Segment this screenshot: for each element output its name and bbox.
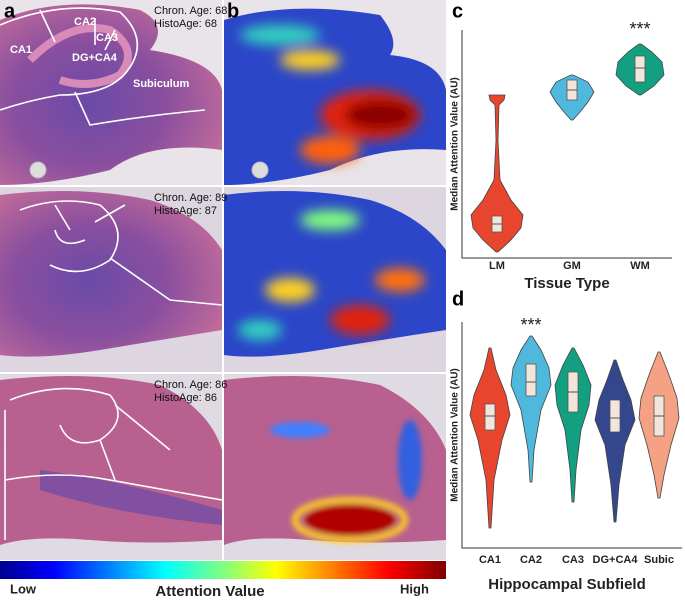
violin (469, 347, 511, 529)
box (634, 55, 646, 83)
region-label: DG+CA4 (72, 52, 118, 64)
violin (470, 94, 524, 253)
age-label: HistoAge: 87 (154, 205, 217, 217)
heatmap-column (224, 0, 446, 560)
category-label: Subic (644, 554, 674, 566)
age-label: HistoAge: 86 (154, 392, 217, 404)
histology-column (0, 0, 223, 560)
axis (461, 322, 682, 549)
region-label: CA1 (10, 44, 32, 56)
violin (554, 347, 592, 503)
tissue (40, 470, 222, 525)
category-label: CA3 (562, 554, 584, 566)
y-axis-label: Median Attention Value (AU) (450, 77, 461, 211)
category-label: CA2 (520, 554, 542, 566)
colorbar (0, 561, 446, 579)
category-label: LM (489, 260, 505, 272)
x-axis-label: Hippocampal Subfield (488, 576, 646, 593)
box (525, 363, 537, 397)
region-outline (19, 200, 223, 306)
region-label: CA2 (74, 16, 96, 28)
violin (594, 359, 636, 523)
region-label: CA3 (96, 32, 118, 44)
marker (29, 161, 47, 179)
colorbar-high: High (400, 581, 429, 596)
colorbar-low: Low (10, 581, 37, 596)
age-label: Chron. Age: 68 (154, 5, 227, 17)
region-outline (4, 387, 223, 540)
significance: *** (629, 19, 650, 39)
box (484, 403, 496, 431)
region-outline (0, 7, 206, 126)
heatmap (224, 8, 446, 186)
y-axis-label: Median Attention Value (AU) (450, 368, 461, 502)
panel-label: d (452, 288, 464, 310)
category-label: DG+CA4 (593, 554, 639, 566)
tissue (224, 376, 446, 545)
category-label: CA1 (479, 554, 501, 566)
age-label: Chron. Age: 89 (154, 192, 227, 204)
colorbar-title: Attention Value (155, 583, 264, 600)
tissue-band (27, 24, 132, 88)
tissue (0, 4, 222, 185)
panel-label: a (4, 0, 16, 22)
marker (251, 161, 269, 179)
panel-label: c (452, 0, 463, 22)
x-axis-label: Tissue Type (524, 275, 609, 292)
heatmap (224, 191, 446, 357)
age-label: Chron. Age: 86 (154, 379, 227, 391)
panel-label: b (227, 0, 239, 22)
region-label: Subiculum (133, 78, 189, 90)
box (609, 399, 621, 433)
axis (461, 30, 672, 259)
significance: *** (520, 315, 541, 335)
violin (510, 335, 552, 483)
age-label: HistoAge: 68 (154, 18, 217, 30)
category-label: WM (630, 260, 650, 272)
category-label: GM (563, 260, 581, 272)
